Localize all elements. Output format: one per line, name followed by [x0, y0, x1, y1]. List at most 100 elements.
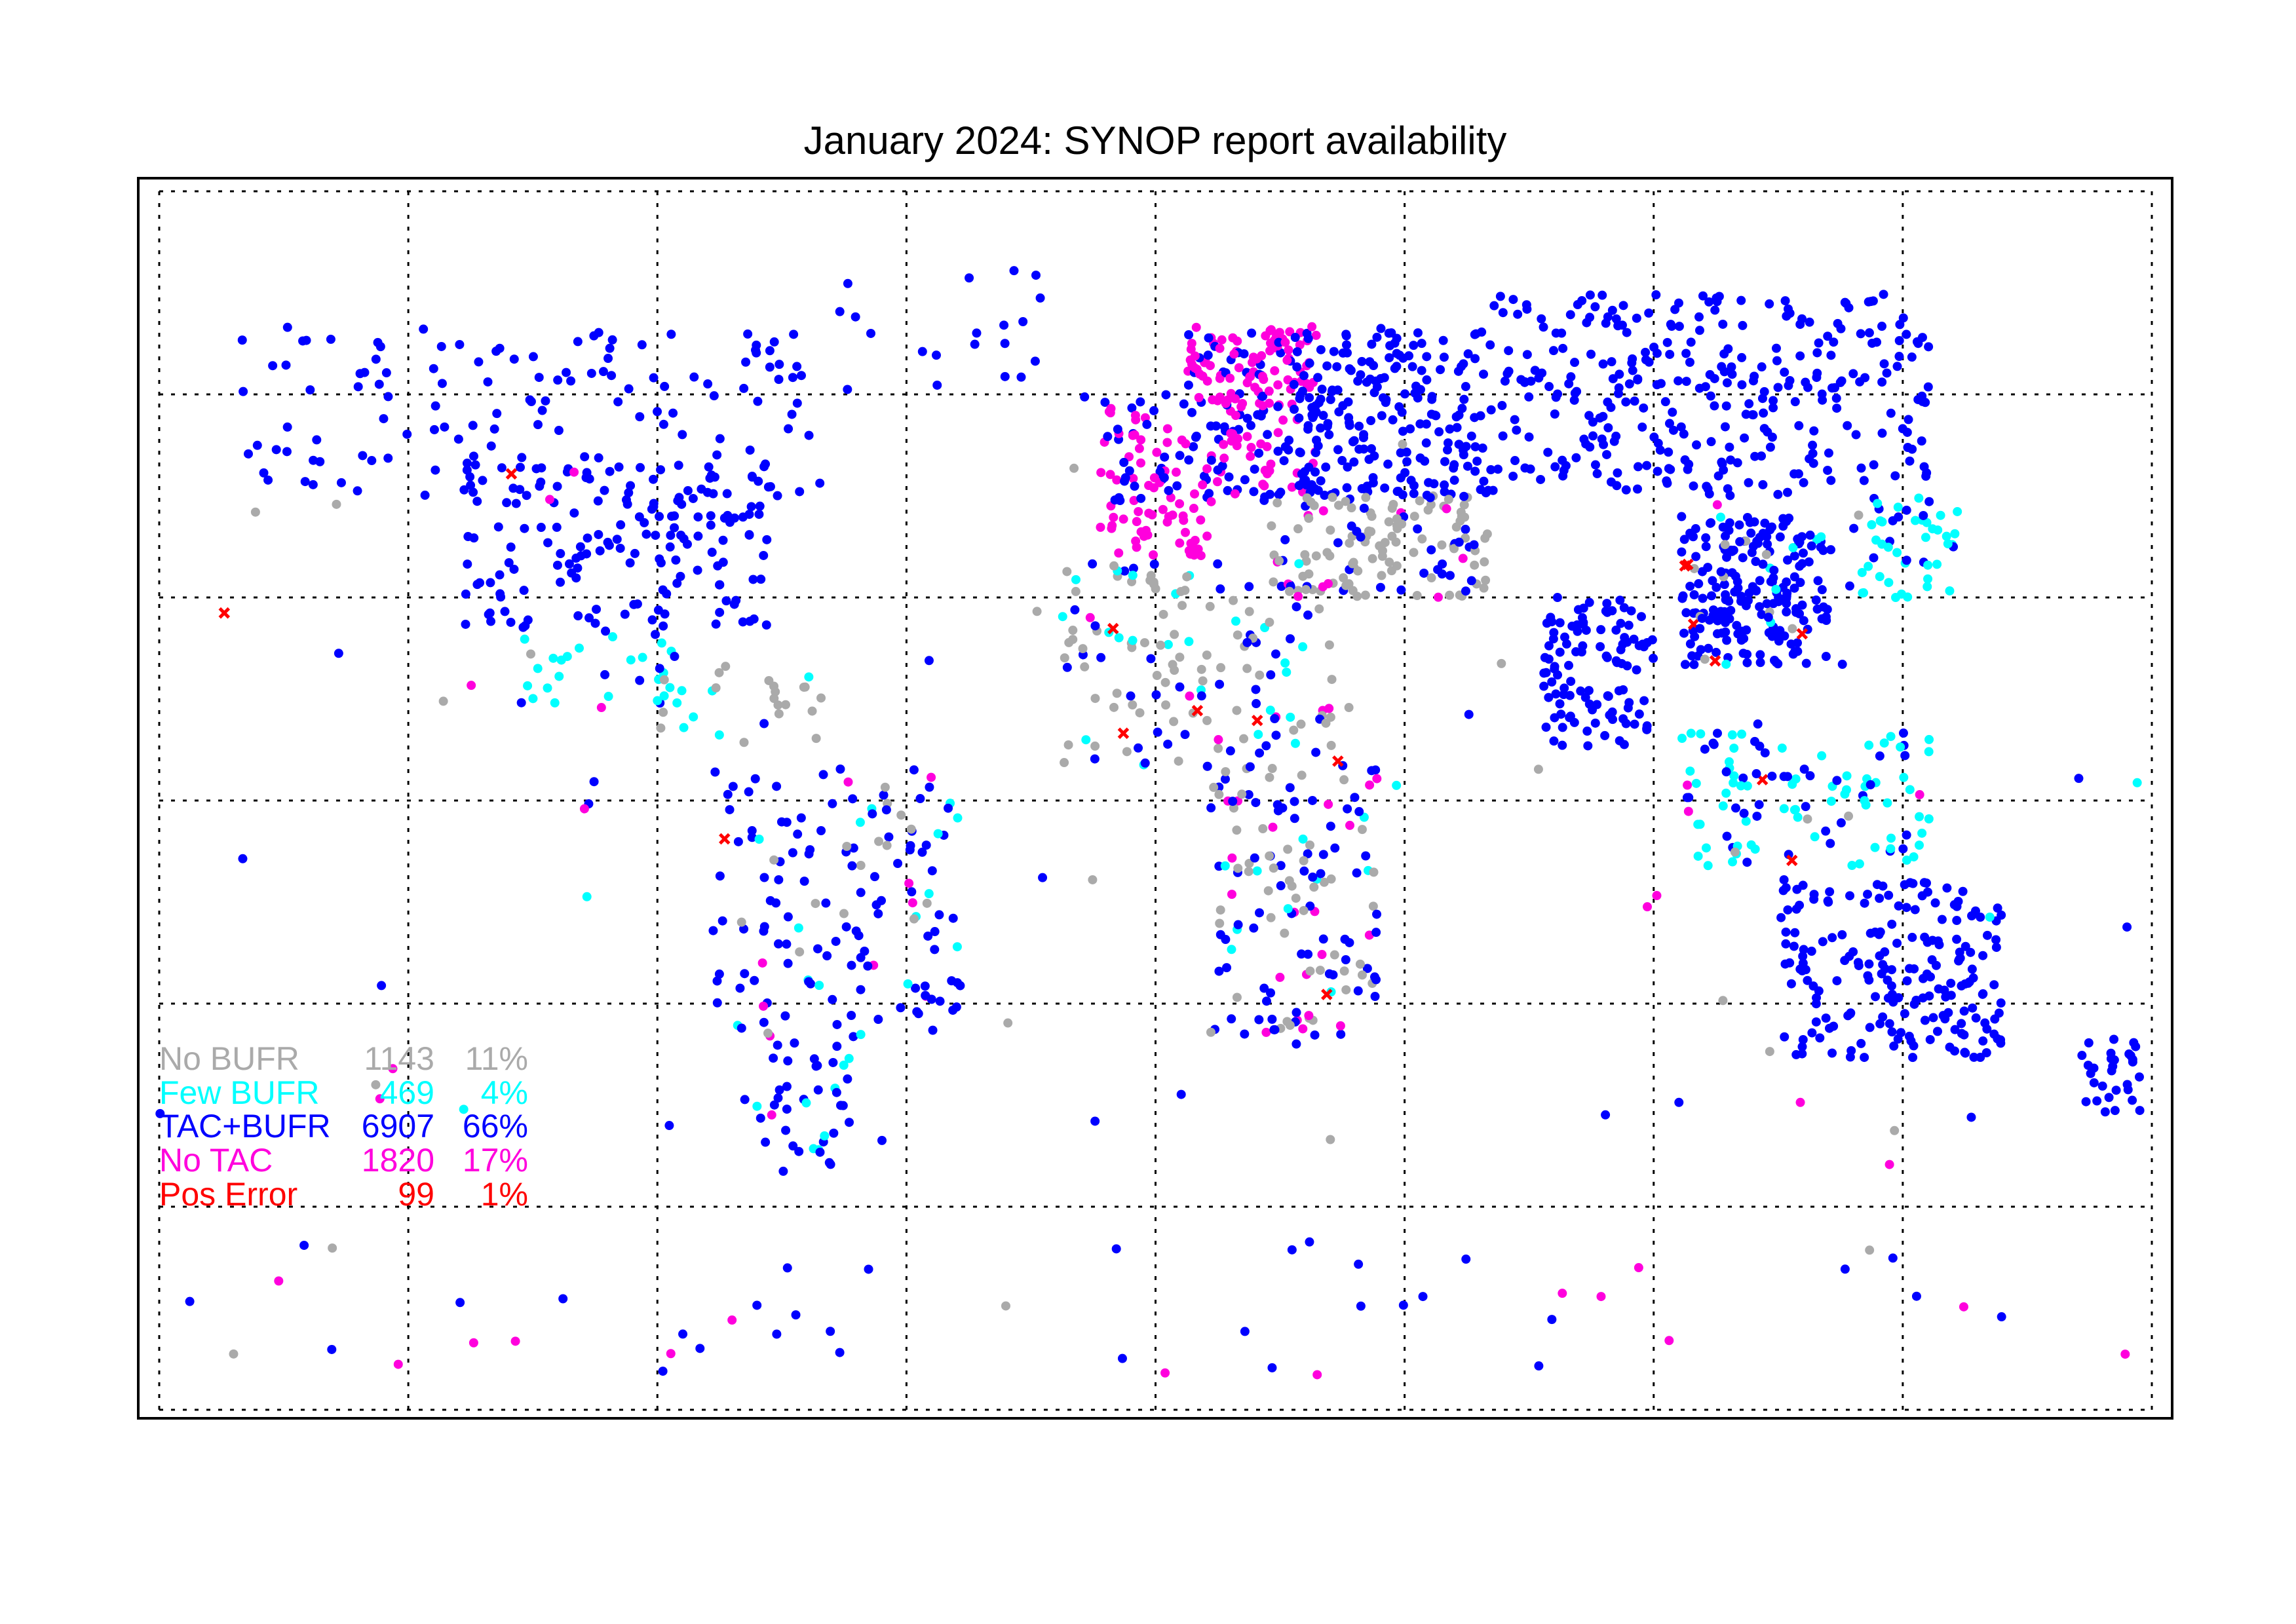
station-marker-tac-bufr — [1637, 639, 1647, 649]
station-marker-tac-bufr — [461, 619, 470, 629]
station-marker-no-bufr — [1267, 764, 1277, 774]
station-marker-tac-bufr — [761, 620, 771, 630]
station-marker-tac-bufr — [1140, 758, 1150, 768]
station-marker-tac-bufr — [1463, 349, 1473, 359]
station-marker-tac-bufr — [1371, 928, 1381, 937]
station-marker-tac-bufr — [1959, 1030, 1969, 1040]
station-marker-tac-bufr — [1242, 413, 1252, 423]
station-marker-tac-bufr — [1630, 719, 1639, 729]
station-marker-no-bufr — [1360, 590, 1370, 600]
station-marker-no-bufr — [1206, 1027, 1215, 1037]
station-marker-tac-bufr — [1888, 1253, 1898, 1263]
station-marker-tac-bufr — [367, 456, 377, 466]
station-marker-tac-bufr — [1823, 331, 1833, 341]
station-marker-no-tac — [1096, 522, 1105, 532]
station-marker-few-bufr — [1842, 771, 1852, 781]
station-marker-tac-bufr — [1328, 385, 1337, 395]
station-marker-tac-bufr — [666, 531, 676, 540]
station-marker-no-tac — [1261, 331, 1271, 341]
station-marker-tac-bufr — [674, 461, 683, 470]
station-marker-no-bufr — [1135, 708, 1145, 718]
station-marker-tac-bufr — [1316, 345, 1326, 354]
station-marker-tac-bufr — [1955, 947, 1964, 957]
station-marker-no-bufr — [328, 1243, 337, 1253]
station-marker-tac-bufr — [718, 916, 727, 926]
station-marker-no-bufr — [1315, 966, 1325, 975]
station-marker-tac-bufr — [1613, 388, 1623, 398]
station-marker-tac-bufr — [1801, 377, 1810, 387]
station-marker-no-tac — [1234, 363, 1244, 373]
station-marker-tac-bufr — [1215, 679, 1225, 689]
station-marker-tac-bufr — [1254, 908, 1264, 918]
station-marker-tac-bufr — [759, 873, 769, 882]
station-marker-tac-bufr — [1510, 415, 1520, 425]
station-marker-tac-bufr — [1865, 1023, 1875, 1032]
station-marker-no-bufr — [816, 693, 826, 703]
station-marker-few-bufr — [1924, 747, 1934, 757]
station-marker-tac-bufr — [1771, 343, 1781, 353]
station-marker-tac-bufr — [1582, 727, 1592, 736]
station-marker-few-bufr — [1252, 866, 1262, 876]
station-marker-tac-bufr — [704, 462, 714, 472]
station-marker-tac-bufr — [1225, 746, 1235, 756]
station-marker-tac-bufr — [1470, 413, 1480, 423]
station-marker-no-bufr — [1385, 557, 1394, 567]
station-marker-tac-bufr — [1913, 339, 1923, 349]
station-marker-tac-bufr — [1376, 324, 1386, 333]
station-marker-tac-bufr — [1313, 485, 1323, 495]
chart-title: January 2024: SYNOP report availability — [803, 119, 1507, 162]
station-marker-tac-bufr — [1701, 542, 1711, 552]
station-marker-tac-bufr — [1719, 580, 1729, 590]
station-marker-tac-bufr — [1856, 329, 1866, 339]
station-marker-no-tac — [1712, 500, 1722, 510]
station-marker-tac-bufr — [658, 585, 668, 595]
station-marker-tac-bufr — [1996, 998, 2006, 1008]
station-marker-tac-bufr — [1375, 582, 1385, 592]
station-marker-tac-bufr — [999, 320, 1009, 330]
station-marker-tac-bufr — [2100, 1107, 2110, 1117]
station-marker-tac-bufr — [1782, 311, 1791, 321]
station-marker-tac-bufr — [1016, 372, 1026, 382]
station-marker-tac-bufr — [906, 840, 915, 850]
station-marker-tac-bufr — [769, 1053, 778, 1063]
station-marker-no-bufr — [1339, 573, 1349, 583]
station-marker-tac-bufr — [1989, 980, 1999, 990]
station-marker-tac-bufr — [522, 491, 531, 500]
station-marker-tac-bufr — [1676, 422, 1686, 432]
station-marker-no-bufr — [811, 899, 820, 909]
station-marker-tac-bufr — [1433, 565, 1443, 575]
station-marker-tac-bufr — [1757, 451, 1767, 461]
station-marker-tac-bufr — [1739, 808, 1749, 818]
station-marker-tac-bufr — [1744, 478, 1753, 487]
station-marker-tac-bufr — [600, 670, 610, 679]
station-marker-tac-bufr — [713, 561, 723, 571]
station-marker-tac-bufr — [658, 1367, 668, 1376]
station-marker-tac-bufr — [1413, 524, 1423, 534]
station-marker-tac-bufr — [583, 533, 592, 543]
station-marker-tac-bufr — [739, 383, 749, 393]
station-marker-tac-bufr — [804, 849, 814, 859]
station-marker-tac-bufr — [1598, 411, 1608, 421]
station-marker-no-bufr — [1269, 863, 1278, 873]
station-marker-tac-bufr — [2131, 1042, 2141, 1051]
station-marker-no-tac — [1134, 506, 1143, 516]
station-marker-no-tac — [1162, 438, 1172, 447]
station-marker-tac-bufr — [1038, 873, 1048, 882]
station-marker-tac-bufr — [635, 412, 645, 422]
station-marker-tac-bufr — [1497, 401, 1507, 411]
station-marker-tac-bufr — [843, 278, 852, 288]
station-marker-tac-bufr — [1240, 1029, 1250, 1039]
station-marker-no-bufr — [1392, 561, 1402, 571]
station-marker-tac-bufr — [1292, 362, 1302, 372]
station-marker-tac-bufr — [1689, 481, 1698, 491]
station-marker-tac-bufr — [1864, 328, 1874, 338]
station-marker-tac-bufr — [1303, 333, 1313, 343]
station-marker-no-tac — [1202, 376, 1212, 386]
station-marker-tac-bufr — [921, 991, 930, 1000]
station-marker-tac-bufr — [1425, 493, 1435, 502]
station-marker-tac-bufr — [2110, 1106, 2120, 1116]
station-marker-tac-bufr — [653, 407, 662, 417]
station-marker-tac-bufr — [1742, 858, 1752, 867]
station-marker-tac-bufr — [1923, 382, 1933, 392]
station-marker-tac-bufr — [1470, 442, 1480, 451]
